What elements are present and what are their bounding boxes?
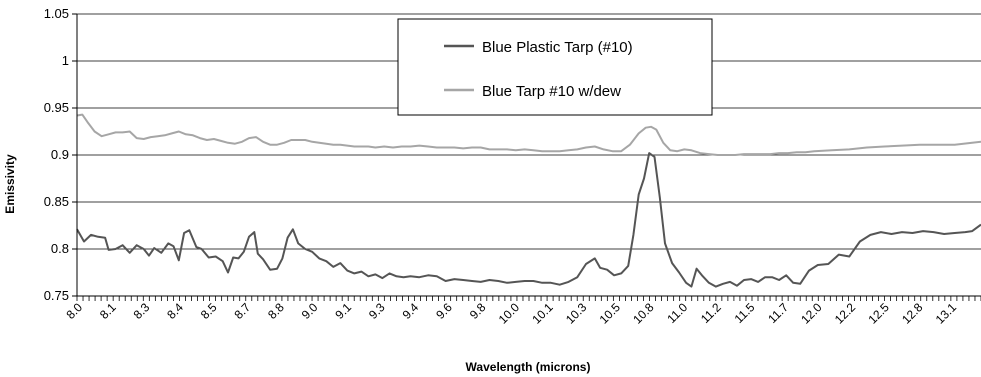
x-tick-label: 11.0 [664, 300, 690, 326]
y-tick-label: 0.75 [44, 288, 69, 303]
y-tick-label: 1.05 [44, 6, 69, 21]
x-tick-label: 9.4 [400, 300, 422, 322]
x-tick-label: 13.1 [933, 300, 960, 327]
legend-label-series-2: Blue Tarp #10 w/dew [482, 83, 621, 100]
y-tick-label: 0.8 [51, 241, 69, 256]
x-axis-title: Wavelength (microns) [466, 360, 591, 374]
x-tick-label: 8.0 [63, 300, 85, 322]
x-axis-ticks: 8.0 8.1 8.3 8.4 8.5 8.7 8.8 9.0 9.1 9.3 9.4 9.6 9.8 1… [63, 296, 981, 327]
x-tick-label: 10.1 [529, 300, 556, 327]
x-tick-label: 10.8 [630, 300, 657, 327]
x-tick-label: 11.5 [732, 300, 758, 326]
x-tick-label: 10.0 [496, 300, 523, 327]
x-tick-label: 9.6 [433, 300, 455, 322]
series-lines [76, 113, 981, 288]
series-line-2 [76, 113, 981, 156]
legend-label-series-1: Blue Plastic Tarp (#10) [482, 39, 633, 56]
x-tick-label: 10.3 [563, 300, 590, 327]
series-line-1 [76, 152, 981, 288]
y-tick-label: 0.85 [44, 194, 69, 209]
y-axis-title: Emissivity [3, 154, 17, 214]
x-tick-label: 11.2 [698, 300, 724, 326]
x-tick-label: 10.5 [597, 300, 624, 327]
y-tick-label: 1 [62, 53, 69, 68]
x-tick-label: 9.0 [299, 300, 321, 322]
x-tick-label: 12.2 [832, 300, 859, 327]
legend-box [397, 18, 713, 116]
x-tick-label: 8.5 [198, 300, 220, 322]
x-tick-label: 8.1 [97, 300, 119, 322]
x-tick-label: 8.8 [265, 300, 287, 322]
y-axis-ticks: 0.75 0.8 0.85 0.9 0.95 1 1.05 [44, 6, 77, 303]
x-tick-label: 9.8 [467, 300, 489, 322]
x-tick-label: 11.7 [765, 300, 791, 326]
x-tick-label: 12.5 [865, 300, 892, 327]
legend: Blue Plastic Tarp (#10) Blue Tarp #10 w/… [397, 18, 713, 116]
x-tick-label: 9.1 [332, 300, 354, 322]
x-tick-label: 8.4 [164, 300, 186, 322]
x-tick-label: 12.8 [899, 300, 926, 327]
x-tick-label: 9.3 [366, 300, 388, 322]
x-tick-label: 8.7 [231, 300, 253, 322]
y-tick-label: 0.9 [51, 147, 69, 162]
y-tick-label: 0.95 [44, 100, 69, 115]
x-tick-label: 8.3 [131, 300, 153, 322]
x-tick-label: 12.0 [798, 300, 825, 327]
